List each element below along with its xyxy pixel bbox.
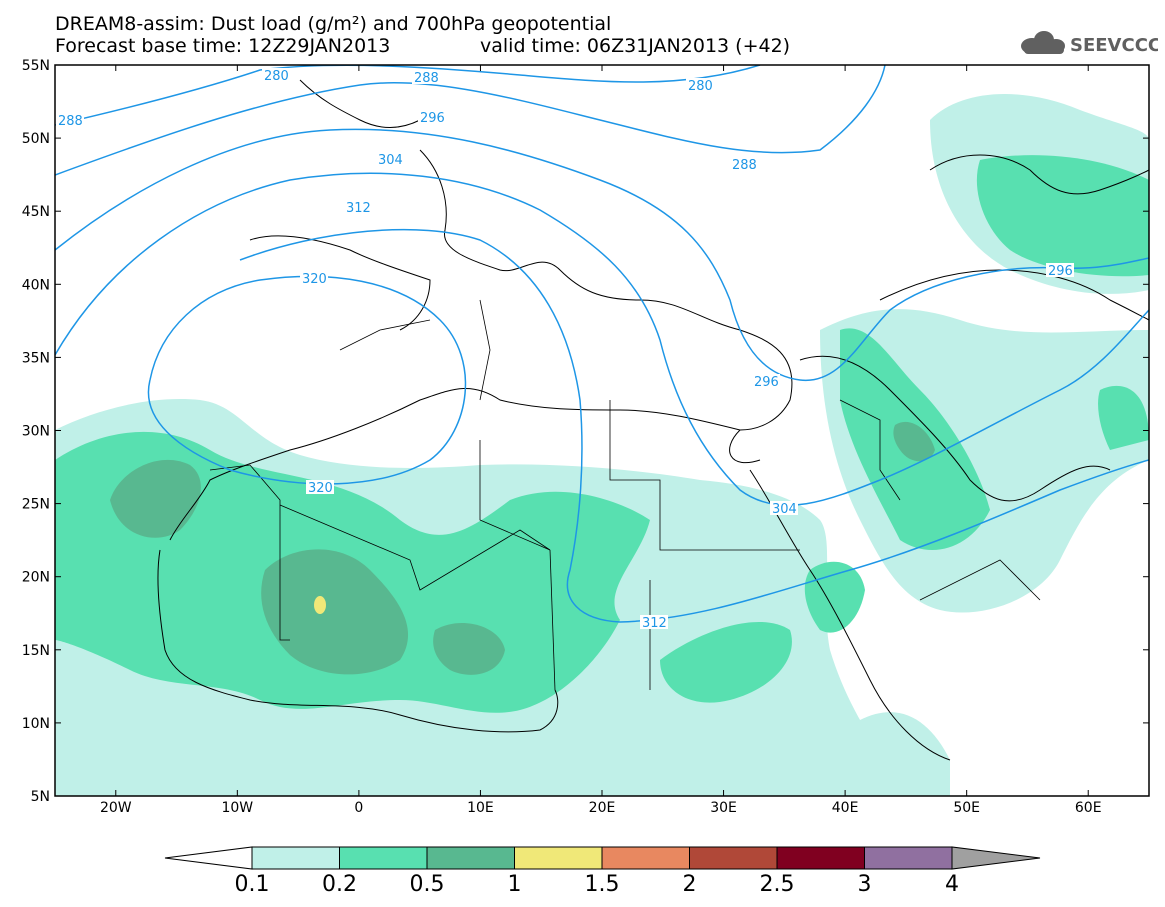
lat-tick-label: 5N [31,789,50,805]
lon-tick-label: 60E [1075,800,1102,816]
lat-tick-label: 45N [22,204,50,220]
colorbar-high-arrow [951,846,1041,870]
lon-tick-label: 10E [467,800,494,816]
colorbar-swatch [514,846,603,870]
dust-peak [314,596,326,614]
axis-ticks: 20W 10W 0 10E 20E 30E 40E 50E 60E 55N 50N 45N 40N 35N… [22,58,1149,816]
colorbar-label: 1 [507,872,522,897]
lon-tick-label: 50E [953,800,980,816]
colorbar-label: 4 [945,872,959,897]
colorbar-label: 0.1 [234,872,270,897]
logo-text: SEEVCCC [1070,35,1158,56]
colorbar [164,846,1041,870]
contour-label-280b: 280 [688,79,713,94]
contour-label-280a: 280 [264,69,289,84]
colorbar-label: 0.5 [409,872,445,897]
lat-tick-label: 40N [22,277,50,293]
colorbar-swatch [776,846,865,870]
lat-tick-label: 55N [22,58,50,74]
lat-tick-label: 10N [22,716,50,732]
contour-labels: 280 280 288 288 288 296 296 296 304 304 … [56,68,1074,631]
contour-label-296c: 296 [1048,264,1073,279]
lon-tick-label: 10W [221,800,253,816]
colorbar-label: 1.5 [584,872,620,897]
colorbar-swatch [339,846,428,870]
colorbar-swatch [601,846,690,870]
colorbar-label: 2 [682,872,697,897]
colorbar-swatch [426,846,515,870]
colorbar-low-arrow [164,846,253,870]
contour-label-288a: 288 [58,114,83,129]
lat-tick-label: 35N [22,350,50,366]
geopotential-contours [55,65,1149,623]
colorbar-swatch [689,846,778,870]
lon-tick-label: 40E [832,800,859,816]
lon-tick-label: 20W [100,800,132,816]
map-title: DREAM8-assim: Dust load (g/m²) and 700hP… [55,13,612,35]
contour-label-288c: 288 [732,158,757,173]
valid-time: valid time: 06Z31JAN2013 (+42) [480,35,791,57]
cloud-icon [1021,31,1065,54]
contour-label-304a: 304 [378,153,403,168]
dust-shading-dark [110,421,935,675]
colorbar-swatch [251,846,340,870]
lon-tick-label: 20E [589,800,616,816]
colorbar-label: 3 [857,872,872,897]
lat-tick-label: 25N [22,497,50,513]
contour-label-320a: 320 [302,272,327,287]
contour-label-312a: 312 [346,201,371,216]
colorbar-swatch [864,846,953,870]
seevccc-logo: SEEVCCC [1018,28,1161,58]
country-borders [209,299,1041,691]
lat-tick-label: 15N [22,643,50,659]
contour-label-288b: 288 [414,71,439,86]
contour-label-304b: 304 [772,502,797,517]
contour-label-296a: 296 [420,111,445,126]
contour-label-312b: 312 [642,616,667,631]
lat-tick-label: 50N [22,131,50,147]
lon-tick-label: 30E [710,800,737,816]
colorbar-label: 0.2 [322,872,357,897]
colorbar-label: 2.5 [759,872,795,897]
lat-tick-label: 30N [22,424,50,440]
forecast-base-time: Forecast base time: 12Z29JAN2013 [55,35,391,57]
contour-label-320b: 320 [308,481,333,496]
lon-tick-label: 0 [354,800,363,816]
lat-tick-label: 20N [22,570,50,586]
contour-label-296b: 296 [754,375,779,390]
